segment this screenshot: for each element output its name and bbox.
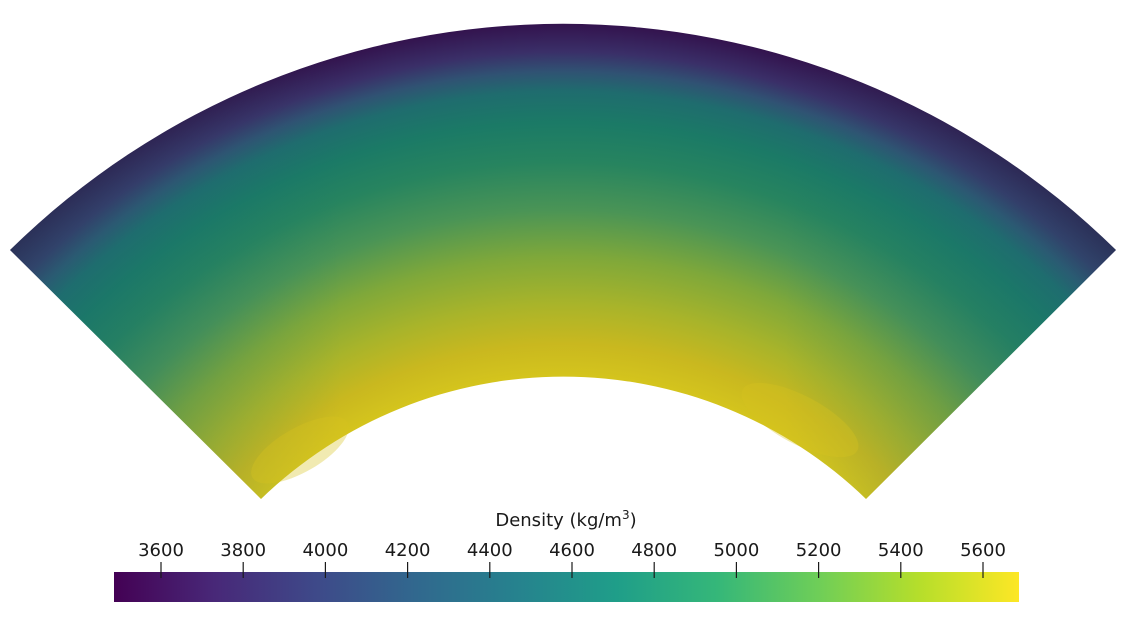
colorbar-tick-label: 4200 (385, 540, 431, 561)
colorbar-tick-label: 5200 (796, 540, 842, 561)
plume-feature-left (251, 416, 349, 484)
colorbar-title: Density (kg/m3) (495, 508, 636, 531)
colorbar-tick-label: 4000 (302, 540, 348, 561)
colorbar-ticks: 3600 3800 4000 4200 4400 4600 4800 5000 5200 5400… (138, 540, 1006, 578)
colorbar-tick-label: 3600 (138, 540, 184, 561)
colorbar-bar (114, 572, 1019, 602)
plume-feature-right (741, 382, 859, 458)
colorbar-tick-label: 4800 (631, 540, 677, 561)
annulus-side-shading (10, 23, 1116, 499)
colorbar-tick-label: 4400 (467, 540, 513, 561)
colorbar-tick-label: 4600 (549, 540, 595, 561)
colorbar: Density (kg/m3) 3600 3800 4000 4200 4400 4600… (114, 508, 1019, 602)
colorbar-tick-label: 5000 (713, 540, 759, 561)
colorbar-tick-label: 3800 (220, 540, 266, 561)
colorbar-tick-label: 5400 (878, 540, 924, 561)
colorbar-tick-label: 5600 (960, 540, 1006, 561)
